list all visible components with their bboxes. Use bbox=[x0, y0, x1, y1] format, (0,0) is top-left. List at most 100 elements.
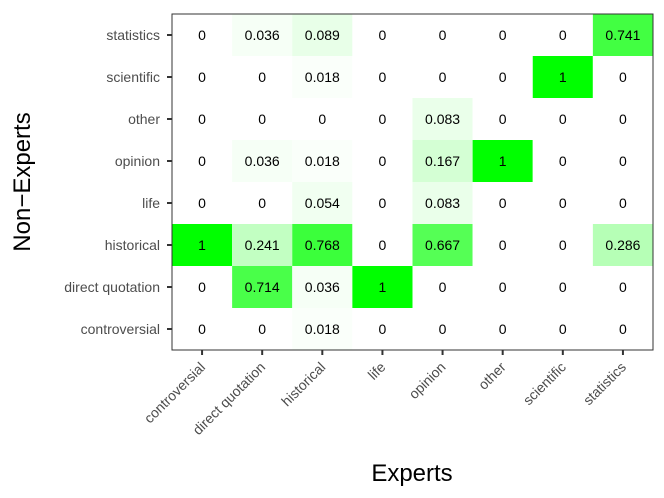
cell-value-label: 0.768 bbox=[305, 237, 340, 253]
heatmap-cell bbox=[532, 266, 593, 308]
cell-value-label: 0 bbox=[198, 111, 206, 127]
cell-value-label: 0 bbox=[559, 111, 567, 127]
cell-value-label: 0.018 bbox=[305, 69, 340, 85]
cell-value-label: 0 bbox=[619, 153, 627, 169]
cell-value-label: 0.241 bbox=[245, 237, 280, 253]
cell-value-label: 0 bbox=[258, 321, 266, 337]
cell-value-label: 0 bbox=[499, 69, 507, 85]
cell-value-label: 0 bbox=[439, 279, 447, 295]
x-tick-label: statistics bbox=[580, 359, 629, 408]
x-tick-label: life bbox=[365, 359, 389, 383]
cell-value-label: 0.036 bbox=[245, 153, 280, 169]
heatmap-cell bbox=[412, 266, 473, 308]
cell-value-label: 0 bbox=[619, 111, 627, 127]
heatmap-cell bbox=[592, 182, 653, 224]
cell-value-label: 0.018 bbox=[305, 153, 340, 169]
heatmap-cell bbox=[532, 224, 593, 266]
x-tick-label: scientific bbox=[520, 359, 569, 408]
heatmap-cell bbox=[592, 140, 653, 182]
heatmap-cell bbox=[292, 266, 353, 308]
heatmap-cell bbox=[412, 224, 473, 266]
y-axis: controversial direct quotation historical l… bbox=[64, 27, 172, 337]
x-tick-label: other bbox=[475, 359, 509, 393]
heatmap-cell bbox=[232, 266, 293, 308]
cell-value-label: 0 bbox=[439, 321, 447, 337]
cell-value-label: 0.036 bbox=[305, 279, 340, 295]
heatmap-cell bbox=[412, 98, 473, 140]
heatmap-cell-labels: 0 0 0.018 0 0 0 0 0 0 0.714 0.036 1 0 0 0 0 1 0.241 0.768 0… bbox=[198, 27, 640, 337]
x-tick-label: historical bbox=[278, 359, 328, 409]
heatmap-cell bbox=[292, 14, 353, 56]
cell-value-label: 0 bbox=[198, 195, 206, 211]
cell-value-label: 0 bbox=[379, 69, 387, 85]
heatmap-cell bbox=[592, 266, 653, 308]
cell-value-label: 0 bbox=[439, 27, 447, 43]
cell-value-label: 0 bbox=[619, 321, 627, 337]
heatmap-cell bbox=[172, 308, 233, 350]
cell-value-label: 0 bbox=[499, 279, 507, 295]
cell-value-label: 0 bbox=[198, 27, 206, 43]
cell-value-label: 0 bbox=[258, 69, 266, 85]
cell-value-label: 0.089 bbox=[305, 27, 340, 43]
heatmap-cell bbox=[532, 140, 593, 182]
cell-value-label: 0.167 bbox=[425, 153, 460, 169]
y-tick-label: other bbox=[128, 111, 160, 127]
y-tick-label: direct quotation bbox=[64, 279, 160, 295]
heatmap-cell bbox=[352, 182, 413, 224]
heatmap-cell bbox=[352, 14, 413, 56]
y-tick-label: statistics bbox=[106, 27, 160, 43]
cell-value-label: 0.036 bbox=[245, 27, 280, 43]
cell-value-label: 0 bbox=[258, 195, 266, 211]
x-tick-label: controversial bbox=[141, 359, 208, 426]
heatmap-cell bbox=[472, 56, 533, 98]
x-tick-label: opinion bbox=[405, 359, 448, 402]
cell-value-label: 0.714 bbox=[245, 279, 280, 295]
heatmap-cell bbox=[232, 98, 293, 140]
y-tick-label: opinion bbox=[115, 153, 160, 169]
heatmap-cell bbox=[532, 182, 593, 224]
cell-value-label: 0 bbox=[198, 321, 206, 337]
heatmap-cell bbox=[532, 14, 593, 56]
cell-value-label: 0 bbox=[318, 111, 326, 127]
heatmap-cell bbox=[232, 182, 293, 224]
cell-value-label: 0.741 bbox=[605, 27, 640, 43]
heatmap-cell bbox=[292, 182, 353, 224]
cell-value-label: 0 bbox=[499, 237, 507, 253]
cell-value-label: 1 bbox=[379, 279, 387, 295]
cell-value-label: 0 bbox=[379, 27, 387, 43]
heatmap-cell bbox=[172, 56, 233, 98]
panel-border bbox=[171, 13, 654, 351]
heatmap-cell bbox=[352, 140, 413, 182]
cell-value-label: 0 bbox=[559, 279, 567, 295]
heatmap-cell bbox=[412, 308, 473, 350]
heatmap-cell bbox=[412, 56, 473, 98]
cell-value-label: 0 bbox=[559, 237, 567, 253]
cell-value-label: 0.667 bbox=[425, 237, 460, 253]
heatmap-cell bbox=[472, 182, 533, 224]
cell-value-label: 0 bbox=[499, 111, 507, 127]
cell-value-label: 1 bbox=[559, 69, 567, 85]
cell-value-label: 0.083 bbox=[425, 195, 460, 211]
cell-value-label: 0 bbox=[379, 153, 387, 169]
cell-value-label: 0 bbox=[499, 27, 507, 43]
heatmap-cell bbox=[172, 14, 233, 56]
cell-value-label: 0 bbox=[619, 69, 627, 85]
heatmap-cell bbox=[352, 56, 413, 98]
heatmap-cell bbox=[472, 140, 533, 182]
cell-value-label: 0.083 bbox=[425, 111, 460, 127]
heatmap-cells bbox=[172, 14, 653, 350]
cell-value-label: 0 bbox=[198, 153, 206, 169]
heatmap-cell bbox=[172, 266, 233, 308]
cell-value-label: 0 bbox=[559, 153, 567, 169]
x-axis-title: Experts bbox=[371, 460, 452, 487]
heatmap-cell bbox=[232, 140, 293, 182]
heatmap-cell bbox=[532, 308, 593, 350]
y-axis-title: Non−Experts bbox=[9, 112, 36, 251]
cell-value-label: 0 bbox=[619, 195, 627, 211]
cell-value-label: 0 bbox=[379, 237, 387, 253]
cell-value-label: 0 bbox=[499, 321, 507, 337]
heatmap-cell bbox=[172, 140, 233, 182]
heatmap-cell bbox=[412, 140, 473, 182]
cell-value-label: 0.054 bbox=[305, 195, 340, 211]
